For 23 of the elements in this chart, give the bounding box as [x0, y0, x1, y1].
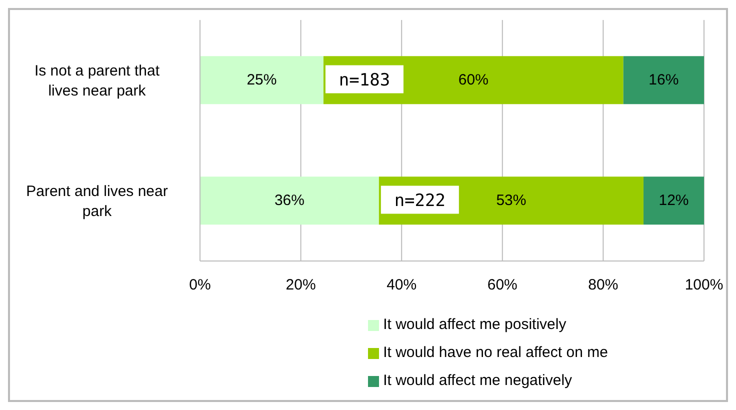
- x-tick-label: 60%: [487, 276, 518, 294]
- bar: [200, 176, 379, 225]
- legend-label: It would affect me positively: [383, 315, 566, 335]
- bar: [644, 176, 704, 225]
- annotation: n=222: [394, 190, 446, 211]
- legend-label: It would affect me negatively: [383, 371, 572, 391]
- data-label: 36%: [274, 192, 304, 210]
- legend-label: It would have no real affect on me: [383, 343, 608, 363]
- data-label: 12%: [658, 192, 689, 210]
- data-label: 16%: [648, 72, 679, 89]
- y-tick-label: Parent and lives near park: [26, 182, 168, 220]
- x-tick-label: 0%: [189, 276, 211, 294]
- bar: [200, 56, 324, 104]
- annotation: n=183: [338, 70, 390, 90]
- x-tick-label: 80%: [588, 276, 618, 294]
- bar: [623, 56, 704, 104]
- x-tick-label: 20%: [286, 276, 316, 294]
- data-label: 53%: [496, 192, 526, 210]
- y-tick-label: Is not a parent that lives near park: [34, 62, 160, 99]
- x-tick-label: 40%: [386, 276, 417, 294]
- data-label: 60%: [458, 72, 488, 89]
- data-label: 25%: [246, 72, 277, 89]
- x-tick-label: 100%: [684, 276, 724, 294]
